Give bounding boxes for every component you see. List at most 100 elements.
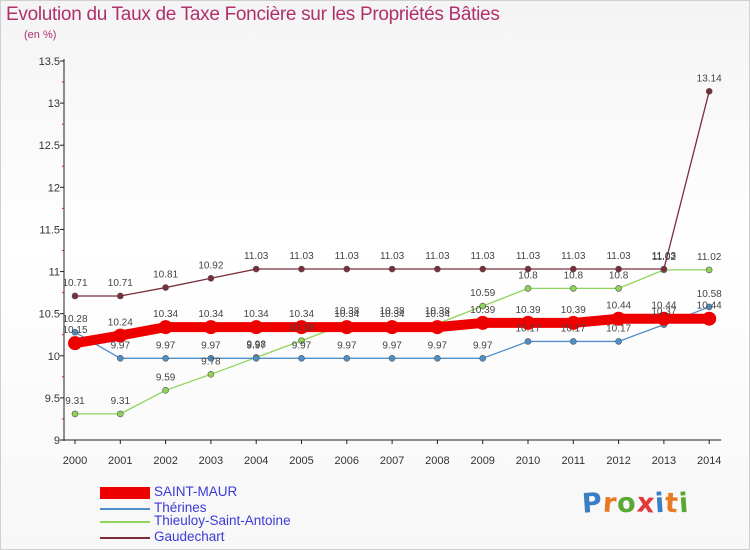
data-point bbox=[705, 266, 713, 274]
chart-title: Evolution du Taux de Taxe Foncière sur l… bbox=[6, 4, 500, 25]
y-tick-label: 13.5 bbox=[39, 56, 60, 68]
data-label: 9.97 bbox=[201, 340, 221, 351]
data-point bbox=[68, 336, 82, 351]
data-label: 11.03 bbox=[335, 251, 360, 262]
data-point bbox=[117, 292, 124, 300]
data-label: 9.97 bbox=[111, 340, 131, 351]
data-label: 10.24 bbox=[108, 318, 133, 329]
y-unit-label: (en %) bbox=[24, 29, 57, 41]
data-point bbox=[113, 328, 128, 343]
y-tick-label: 11 bbox=[49, 267, 60, 279]
data-label: 10.17 bbox=[561, 323, 586, 334]
legend-swatch bbox=[100, 537, 150, 539]
data-point bbox=[294, 320, 309, 335]
y-tick-label: 12 bbox=[48, 182, 60, 194]
data-point bbox=[117, 355, 124, 362]
data-label: 11.03 bbox=[516, 251, 541, 262]
data-label: 10.38 bbox=[334, 306, 359, 317]
data-point bbox=[660, 265, 668, 273]
series-line-3 bbox=[74, 90, 710, 297]
data-label: 10.8 bbox=[518, 270, 538, 281]
data-point bbox=[569, 338, 577, 345]
x-tick-label: 2010 bbox=[516, 455, 540, 467]
data-label: 11.03 bbox=[471, 251, 496, 262]
x-tick-label: 2014 bbox=[697, 455, 721, 467]
data-point bbox=[434, 265, 441, 273]
data-label: 10.28 bbox=[62, 314, 87, 325]
data-label: 10.71 bbox=[62, 278, 87, 289]
data-point bbox=[615, 338, 622, 345]
data-label: 10.38 bbox=[380, 306, 405, 317]
y-tick-label: 12.5 bbox=[39, 140, 60, 152]
data-point bbox=[566, 315, 581, 330]
data-label: 10.34 bbox=[244, 309, 269, 320]
data-label: 10.34 bbox=[425, 309, 450, 320]
legend-label: Gaudechart bbox=[154, 529, 225, 544]
data-point bbox=[203, 320, 218, 335]
data-label: 10.58 bbox=[697, 289, 722, 300]
y-tick-label: 10.5 bbox=[39, 309, 60, 321]
x-tick-label: 2013 bbox=[652, 455, 676, 467]
data-point bbox=[117, 410, 124, 418]
data-point bbox=[339, 320, 354, 335]
data-label: 11.03 bbox=[244, 251, 269, 262]
data-label: 10.44 bbox=[697, 301, 722, 312]
y-tick-label: 9.5 bbox=[45, 393, 60, 405]
legend-label: Thérines bbox=[154, 500, 207, 515]
data-label: 11.03 bbox=[561, 251, 586, 262]
data-point bbox=[298, 337, 305, 344]
data-label: 10.37 bbox=[651, 307, 676, 318]
data-label: 10.71 bbox=[108, 278, 133, 289]
data-label: 9.31 bbox=[65, 396, 85, 407]
data-label: 10.8 bbox=[564, 270, 584, 281]
x-tick-label: 2002 bbox=[153, 455, 177, 467]
x-tick-label: 2005 bbox=[289, 455, 313, 467]
legend-label: SAINT-MAUR bbox=[154, 484, 238, 499]
data-point bbox=[434, 355, 441, 362]
data-point bbox=[475, 315, 490, 330]
data-point bbox=[615, 285, 622, 292]
data-label: 10.34 bbox=[289, 309, 314, 320]
data-point bbox=[524, 265, 532, 273]
y-tick-label: 11.5 bbox=[39, 224, 60, 236]
data-label: 9.78 bbox=[201, 356, 221, 367]
data-point bbox=[71, 328, 79, 336]
data-label: 9.97 bbox=[246, 340, 266, 351]
data-point bbox=[705, 88, 713, 95]
data-label: 9.59 bbox=[156, 372, 176, 383]
data-label: 10.17 bbox=[606, 323, 631, 334]
data-point bbox=[388, 265, 396, 273]
data-point bbox=[615, 265, 622, 273]
data-point bbox=[479, 265, 487, 273]
data-label: 10.44 bbox=[606, 301, 631, 312]
y-tick-label: 10 bbox=[48, 351, 60, 363]
data-label: 9.97 bbox=[337, 340, 357, 351]
data-label: 9.97 bbox=[473, 340, 493, 351]
data-point bbox=[343, 355, 351, 362]
x-tick-label: 2007 bbox=[380, 455, 404, 467]
data-point bbox=[569, 285, 577, 292]
data-point bbox=[524, 285, 532, 292]
data-point bbox=[388, 355, 396, 362]
data-label: 11.03 bbox=[606, 251, 631, 262]
data-label: 9.31 bbox=[111, 396, 131, 407]
data-label: 11.03 bbox=[425, 251, 450, 262]
data-point bbox=[521, 315, 535, 330]
data-label: 10.39 bbox=[470, 305, 495, 316]
proxiti-logo: Proxiti bbox=[580, 487, 691, 520]
data-label: 10.39 bbox=[515, 305, 540, 316]
data-label: 13.14 bbox=[697, 73, 722, 84]
data-point bbox=[162, 387, 169, 394]
data-label: 10.18 bbox=[289, 323, 314, 334]
data-point bbox=[569, 265, 577, 273]
data-label: 9.97 bbox=[292, 340, 312, 351]
legend-swatch bbox=[100, 487, 150, 499]
data-point bbox=[479, 302, 487, 310]
data-label: 9.98 bbox=[246, 339, 266, 350]
data-label: 10.92 bbox=[198, 260, 223, 271]
x-tick-label: 2011 bbox=[561, 455, 585, 467]
data-point bbox=[158, 320, 173, 335]
legend-swatch bbox=[100, 508, 150, 510]
y-tick-label: 9 bbox=[54, 435, 60, 447]
